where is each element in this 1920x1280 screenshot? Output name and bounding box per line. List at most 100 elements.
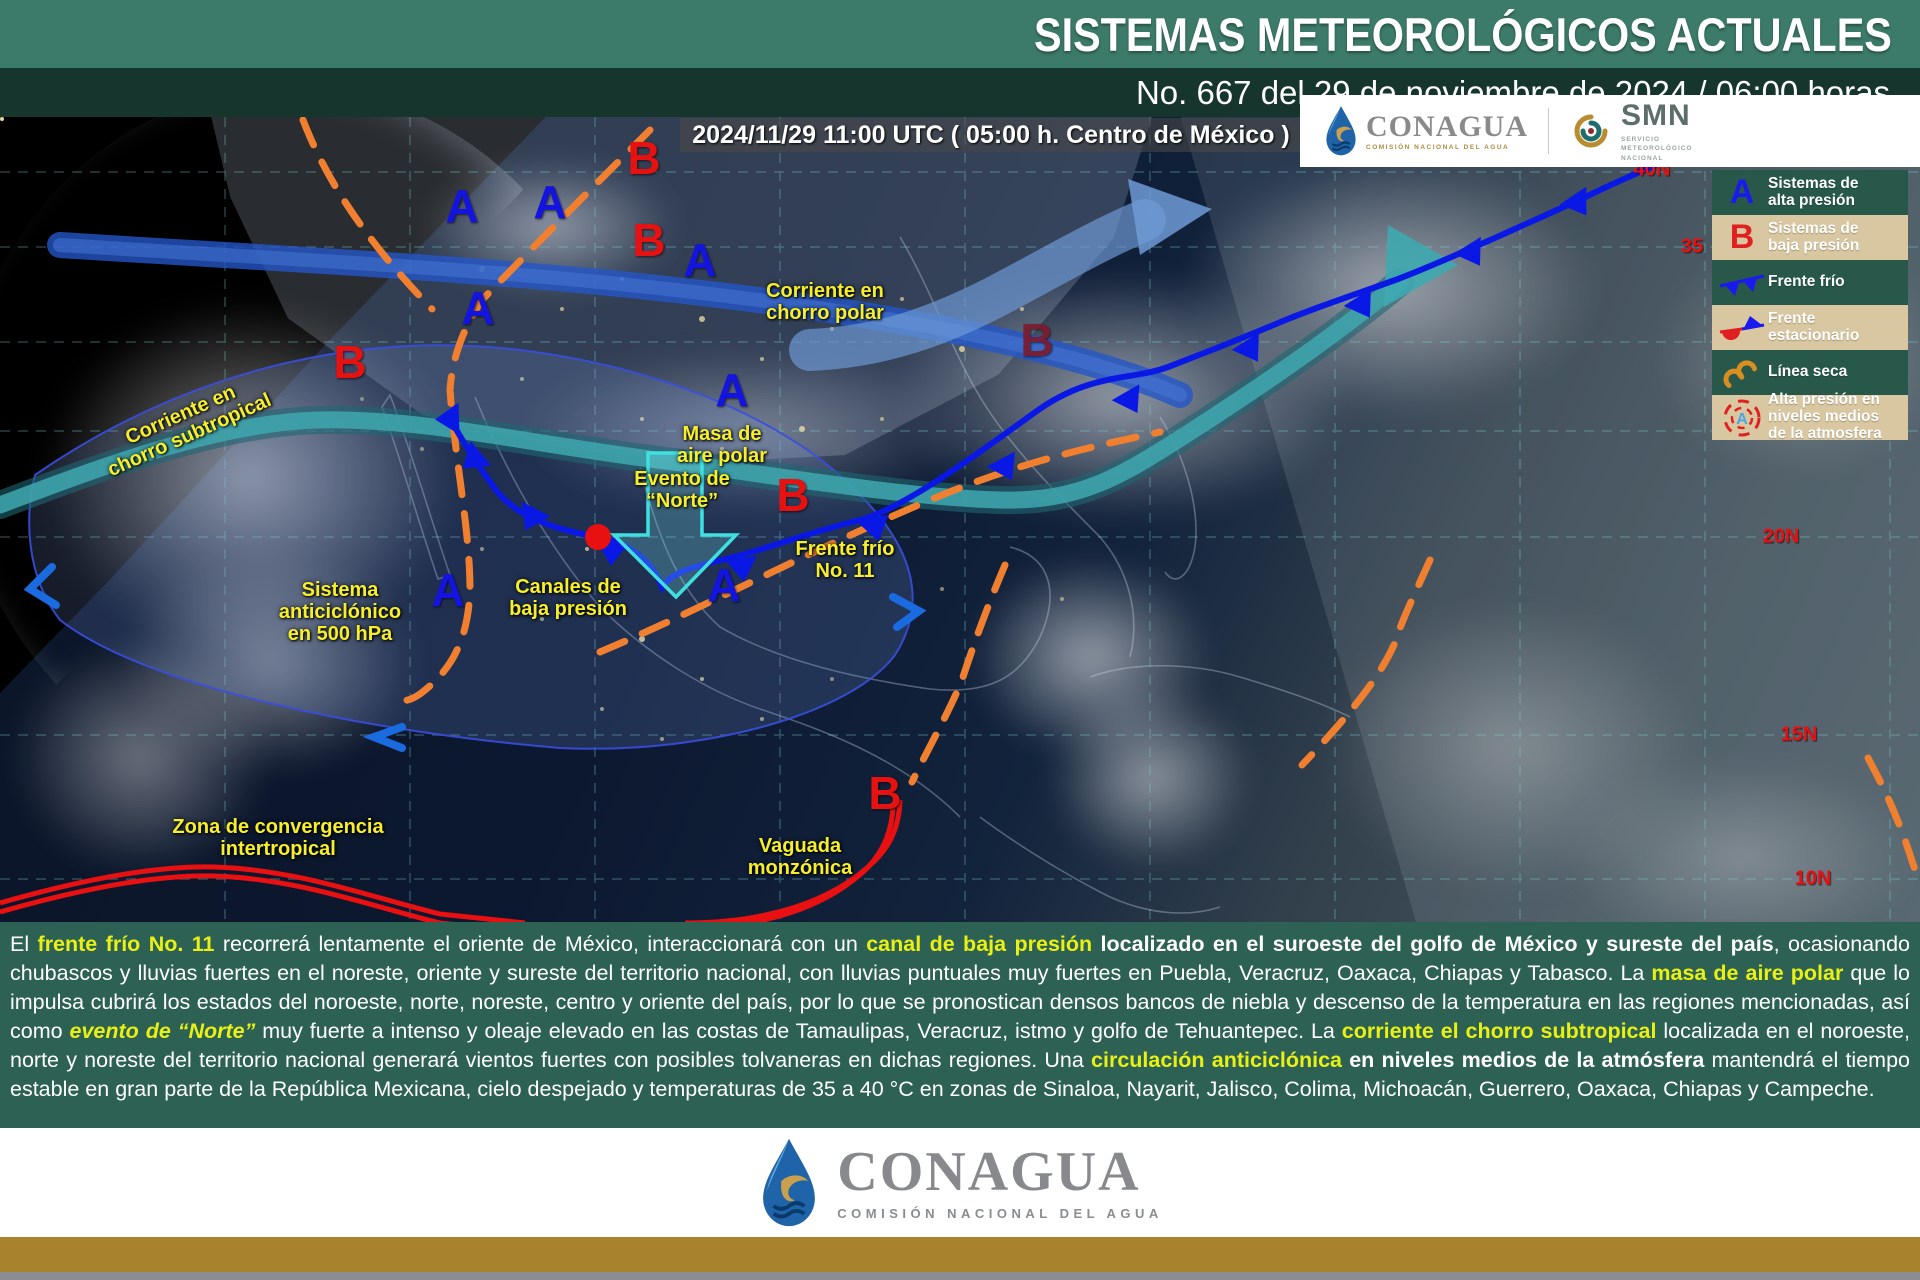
description-segment: corriente el chorro subtropical: [1341, 1019, 1657, 1043]
high-pressure-letter: A: [707, 559, 741, 611]
satellite-map: 2024/11/29 11:00 UTC ( 05:00 h. Centro d…: [0, 117, 1920, 922]
description-segment: frente frío No. 11: [37, 932, 215, 956]
logo-divider: [1548, 108, 1549, 154]
feature-label: Zona de convergencia intertropical: [172, 816, 384, 860]
subtropical-jet-arrowhead-icon: [1384, 225, 1458, 307]
smn-wordmark: SMN: [1621, 99, 1691, 133]
feature-label: Sistema anticiclónico en 500 hPa: [278, 579, 402, 645]
feature-label: Frente frío No. 11: [795, 538, 895, 582]
upper-flow-arrowhead-icon: [1128, 179, 1212, 255]
low-pressure-letter: B: [868, 767, 902, 819]
description-segment: que lo impulsa cubrirá los estados del n…: [10, 961, 1910, 1043]
smn-caption: SERVICIO METEOROLÓGICO NACIONAL: [1621, 136, 1693, 162]
polar-jet-core: [53, 238, 1187, 402]
svg-text:A: A: [1736, 411, 1748, 428]
legend-label: Frente frío: [1768, 273, 1845, 291]
description-segment: , ocasionando chubascos y lluvias fuerte…: [10, 932, 1910, 985]
conagua-wordmark: CONAGUA: [837, 1141, 1141, 1203]
description-segment: en niveles medios de la atmósfera: [1349, 1048, 1705, 1072]
low-pressure-letter: B: [627, 132, 661, 184]
conagua-drop-icon: [1326, 106, 1356, 156]
description-segment: mantendrá el tiempo estable en gran part…: [10, 1048, 1910, 1101]
low-pressure-icon: B: [1729, 218, 1755, 256]
cold-front-icon: [1719, 274, 1765, 296]
legend-row: A Alta presión en niveles medios de la a…: [1712, 391, 1908, 442]
low-pressure-letter: B: [1020, 314, 1054, 366]
high-pressure-letter: A: [715, 364, 749, 416]
low-center-dot: [585, 524, 611, 550]
legend-row: Frente frío: [1712, 260, 1908, 305]
map-legend: A Sistemas de alta presión B Sistemas de ba…: [1712, 170, 1908, 442]
description-segment: canal de baja presión: [866, 932, 1093, 956]
mid-level-high-icon: A: [1723, 399, 1761, 436]
legend-row: Frente estacionario: [1712, 305, 1908, 350]
low-pressure-letter: B: [632, 214, 666, 266]
high-pressure-letter: A: [445, 180, 479, 232]
conagua-footer-logo: CONAGUA COMISIÓN NACIONAL DEL AGUA: [757, 1137, 1163, 1229]
description-segment: circulación anticiclónica: [1091, 1048, 1342, 1072]
subtropical-jet-band: [0, 273, 1409, 514]
latitude-label: 35: [1680, 235, 1704, 258]
high-pressure-letter: A: [683, 234, 717, 286]
conagua-drop-icon: [763, 1138, 816, 1226]
header-bar: SISTEMAS METEOROLÓGICOS ACTUALES: [0, 0, 1920, 68]
legend-symbol-cell: A: [1716, 173, 1768, 212]
forecast-description: El frente frío No. 11 recorrerá lentamen…: [0, 922, 1920, 1128]
description-segment: localizada en el noroeste, norte y nores…: [10, 1019, 1910, 1072]
map-vector-layer: [0, 117, 1920, 922]
smn-logo: SMN SERVICIO METEOROLÓGICO NACIONAL: [1569, 99, 1693, 162]
bottom-strip: [0, 1272, 1920, 1280]
anticyclone-region: [28, 344, 914, 750]
upper-flow-arrow-band: [789, 199, 1166, 371]
legend-symbol-cell: [1716, 268, 1768, 298]
description-segment: recorrerá lentamente el oriente de Méxic…: [214, 932, 867, 956]
stationary-front-icon: [1719, 315, 1765, 340]
description-segment: masa de aire polar: [1651, 961, 1844, 985]
agency-logo-box: CONAGUA COMISIÓN NACIONAL DEL AGUA SMN S…: [1300, 95, 1920, 167]
legend-label: Sistemas de baja presión: [1768, 219, 1860, 254]
high-pressure-letter: A: [431, 564, 465, 616]
subheader-bar: No. 667 del 29 de noviembre de 2024 / 06…: [0, 68, 1920, 117]
anticyclone-flow-arrows: [23, 563, 406, 752]
high-pressure-letter: A: [461, 282, 495, 334]
legend-label: Frente estacionario: [1768, 309, 1860, 344]
low-pressure-letter: B: [333, 336, 367, 388]
feature-label: Corriente en chorro polar: [766, 280, 884, 324]
description-segment: evento de “Norte”: [69, 1019, 256, 1043]
conagua-caption: COMISIÓN NACIONAL DEL AGUA: [1366, 143, 1510, 151]
description-segment: muy fuerte a intenso y oleaje elevado en…: [255, 1019, 1342, 1043]
legend-label: Sistemas de alta presión: [1768, 174, 1859, 209]
legend-row: B Sistemas de baja presión: [1712, 215, 1908, 260]
legend-row: Línea seca: [1712, 350, 1908, 395]
trough-lines: [299, 117, 1920, 884]
legend-symbol-cell: [1716, 313, 1768, 343]
conagua-wordmark: CONAGUA: [1366, 109, 1528, 143]
description-segment: El: [10, 932, 38, 956]
feature-label: Canales de baja presión: [509, 576, 627, 620]
legend-row: A Sistemas de alta presión: [1712, 170, 1908, 215]
feature-label: Masa de aire polar: [676, 423, 768, 467]
city-lights: [0, 117, 4, 121]
page-title: SISTEMAS METEOROLÓGICOS ACTUALES: [1034, 7, 1892, 61]
legend-symbol-cell: B: [1716, 218, 1768, 257]
dry-line-icon: [1723, 359, 1757, 388]
legend-symbol-cell: A: [1716, 396, 1768, 440]
feature-label: Vaguada monzónica: [747, 835, 853, 879]
smn-swirl-icon: [1574, 114, 1608, 148]
high-pressure-icon: A: [1729, 173, 1755, 211]
timestamp-text: 2024/11/29 11:00 UTC ( 05:00 h. Centro d…: [692, 120, 1290, 149]
conagua-caption: COMISIÓN NACIONAL DEL AGUA: [837, 1206, 1163, 1221]
description-segment: localizado en el suroeste del golfo de M…: [1100, 932, 1774, 956]
monsoon-trough-line: [684, 799, 903, 922]
footer: CONAGUA COMISIÓN NACIONAL DEL AGUA: [0, 1128, 1920, 1237]
legend-symbol-cell: [1716, 357, 1768, 389]
low-pressure-letter: B: [776, 469, 810, 521]
gold-bar: [0, 1237, 1920, 1272]
legend-label: Alta presión en niveles medios de la atm…: [1768, 391, 1882, 442]
legend-label: Línea seca: [1768, 363, 1848, 381]
latitude-label: 20N: [1762, 525, 1800, 548]
timestamp-bar: 2024/11/29 11:00 UTC ( 05:00 h. Centro d…: [680, 118, 1302, 152]
norte-event-arrow-icon: [609, 451, 741, 600]
conagua-logo: CONAGUA COMISIÓN NACIONAL DEL AGUA: [1324, 105, 1528, 157]
